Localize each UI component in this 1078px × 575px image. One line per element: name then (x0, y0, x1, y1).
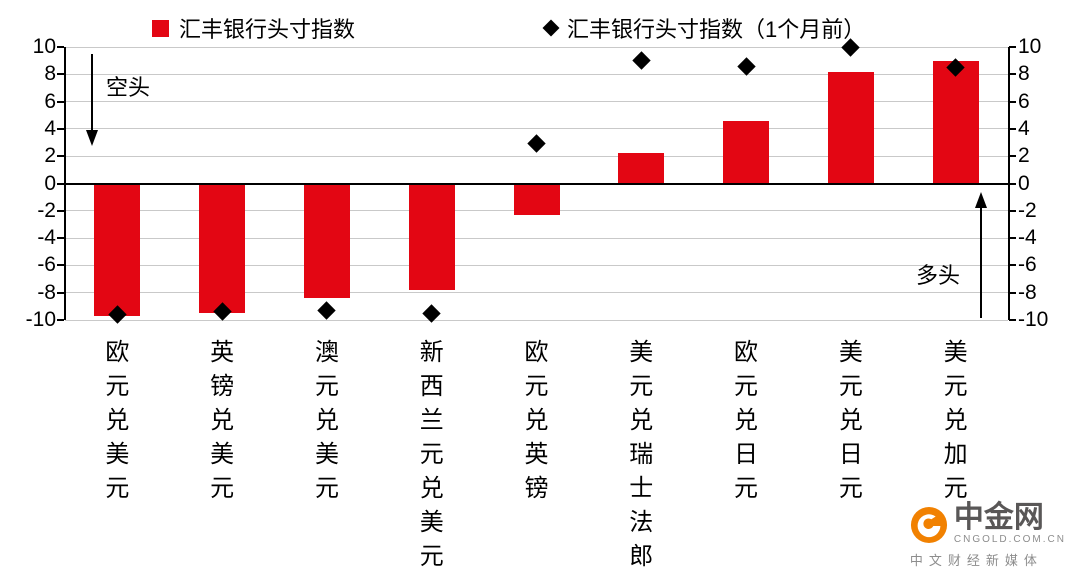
bar (618, 153, 665, 184)
gridline (65, 101, 1008, 103)
legend-bar-series-label: 汇丰银行头寸指数 (179, 17, 356, 42)
y-axis-tick-label-left: 2 (44, 144, 56, 168)
y-axis-tick-label-right: -2 (1018, 198, 1037, 222)
y-axis-tick-mark (1009, 319, 1016, 321)
short-annotation-label: 空头 (106, 75, 151, 100)
legend-diamond-series-label: 汇丰银行头寸指数（1个月前） (567, 17, 866, 42)
y-axis-tick-mark (1009, 182, 1016, 185)
y-axis-tick-label-left: -4 (37, 226, 56, 250)
y-axis-tick-label-right: -8 (1018, 280, 1037, 304)
y-axis-tick-label-right: -6 (1018, 253, 1037, 277)
gridline (65, 292, 1008, 294)
y-axis-tick-label-left: 6 (44, 89, 56, 113)
y-axis-tick-mark (1009, 209, 1016, 212)
zero-axis-line (65, 182, 1008, 185)
short-down-arrow-icon (84, 54, 100, 146)
y-axis-tick-mark (1009, 73, 1016, 76)
bar-series-swatch-icon (152, 19, 169, 37)
diamond-marker (736, 56, 756, 76)
bar (199, 183, 246, 314)
bar (513, 183, 560, 215)
bar (94, 183, 141, 316)
y-axis-tick-label-right: 6 (1018, 89, 1030, 113)
watermark-tagline: 中文财经新媒体 (909, 553, 1043, 568)
gridline (65, 73, 1008, 75)
y-axis-tick-label-right: 8 (1018, 62, 1030, 86)
long-annotation-label: 多头 (916, 263, 961, 288)
long-up-arrow-icon (973, 192, 989, 318)
legend-item-bar-series: 汇丰银行头寸指数 (152, 12, 355, 44)
gridline (65, 264, 1008, 266)
y-axis-tick-label-left: -8 (37, 280, 56, 304)
y-axis-tick-mark (57, 73, 64, 76)
bar (408, 183, 455, 290)
y-axis-tick-mark (1009, 155, 1016, 158)
diamond-marker (632, 51, 651, 70)
diamond-marker (317, 301, 337, 320)
y-axis-line (1008, 47, 1010, 320)
x-axis-category-label: 欧元兑美元 (105, 339, 130, 502)
y-axis-tick-mark (1009, 100, 1016, 103)
y-axis-tick-mark (1009, 46, 1016, 48)
watermark-brand: 中金网 (953, 501, 1044, 534)
x-axis-category-label: 澳元兑美元 (314, 339, 339, 502)
y-axis-tick-label-right: -4 (1018, 226, 1037, 250)
x-axis-category-label: 英镑兑美元 (210, 339, 235, 502)
y-axis-tick-mark (57, 291, 64, 294)
x-axis-category-label: 欧元兑英镑 (524, 339, 549, 502)
y-axis-tick-mark (1009, 291, 1016, 294)
cngold-logo-icon (910, 506, 948, 544)
y-axis-tick-mark (57, 209, 64, 212)
gridline (65, 319, 1008, 321)
y-axis-tick-mark (1009, 127, 1016, 130)
y-axis-tick-mark (57, 182, 64, 185)
y-axis-tick-label-right: 4 (1018, 116, 1030, 140)
watermark: 中金网 CNGOLD.COM.CN 中文财经新媒体 (910, 503, 1066, 569)
y-axis-tick-label-right: -10 (1018, 308, 1049, 331)
y-axis-tick-mark (57, 155, 64, 158)
y-axis-tick-label-right: 0 (1018, 171, 1030, 195)
y-axis-tick-mark (1009, 264, 1016, 267)
y-axis-tick-label-left: 8 (44, 62, 56, 86)
gridline (65, 155, 1008, 157)
x-axis-category-label: 新西兰元兑美元 (419, 339, 444, 570)
y-axis-tick-mark (57, 237, 64, 240)
y-axis-tick-label-left: -6 (37, 253, 56, 277)
y-axis-tick-mark (1009, 237, 1016, 240)
x-axis-category-label: 美元兑加元 (943, 339, 968, 502)
x-axis-category-label: 欧元兑日元 (734, 339, 759, 502)
y-axis-tick-mark (57, 100, 64, 103)
x-axis-category-label: 美元兑日元 (838, 339, 863, 502)
bar (827, 71, 874, 184)
gridline (65, 237, 1008, 239)
y-axis-tick-label-left: 4 (44, 116, 56, 140)
gridline (65, 46, 1008, 48)
bar (723, 120, 770, 184)
gridline (65, 128, 1008, 130)
y-axis-tick-label-right: 2 (1018, 144, 1030, 168)
watermark-domain: CNGOLD.COM.CN (953, 534, 1066, 545)
x-axis-category-label: 美元兑瑞士法郎 (629, 339, 654, 570)
y-axis-tick-label-right: 10 (1018, 35, 1042, 58)
diamond-series-swatch-icon (542, 19, 560, 37)
y-axis-tick-label-left: -10 (25, 308, 56, 331)
y-axis-tick-mark (57, 127, 64, 130)
y-axis-tick-mark (57, 264, 64, 267)
y-axis-tick-label-left: -2 (37, 198, 56, 222)
legend-item-diamond-series: 汇丰银行头寸指数（1个月前） (542, 12, 866, 44)
y-axis-tick-mark (57, 46, 64, 48)
bar (303, 183, 350, 299)
y-axis-tick-mark (57, 319, 64, 321)
bar (932, 60, 979, 184)
y-axis-tick-label-left: 0 (44, 171, 56, 195)
diamond-marker (527, 134, 546, 154)
y-axis-tick-label-left: 10 (32, 35, 56, 58)
